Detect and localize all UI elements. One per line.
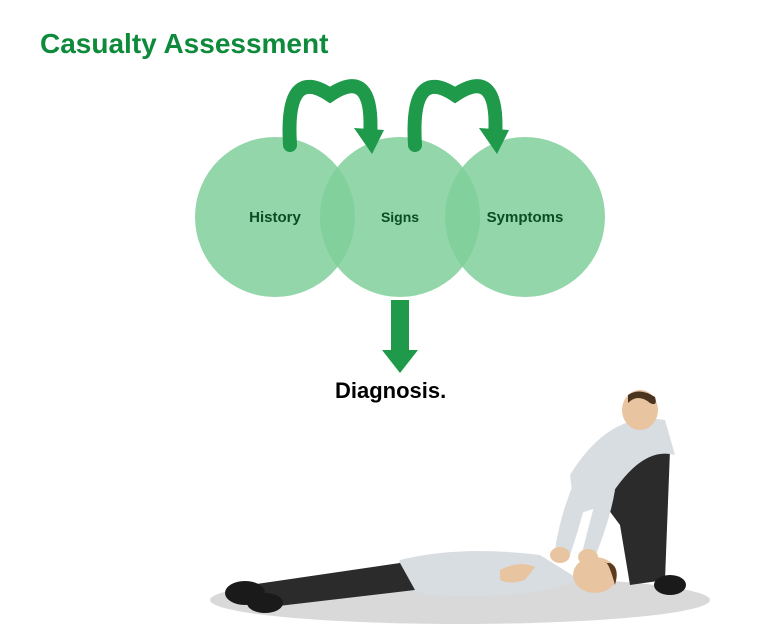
curved-arrow-1 [415,86,496,145]
down-arrow-head [382,350,418,373]
venn-label-symptoms: Symptoms [445,137,605,297]
responder-hand-1 [550,547,570,563]
responder-shoe [654,575,686,595]
first-aid-illustration [210,385,740,630]
responder-hand-2 [578,549,598,565]
curved-arrow-0 [290,86,371,145]
casualty-shoe-2 [247,593,283,613]
